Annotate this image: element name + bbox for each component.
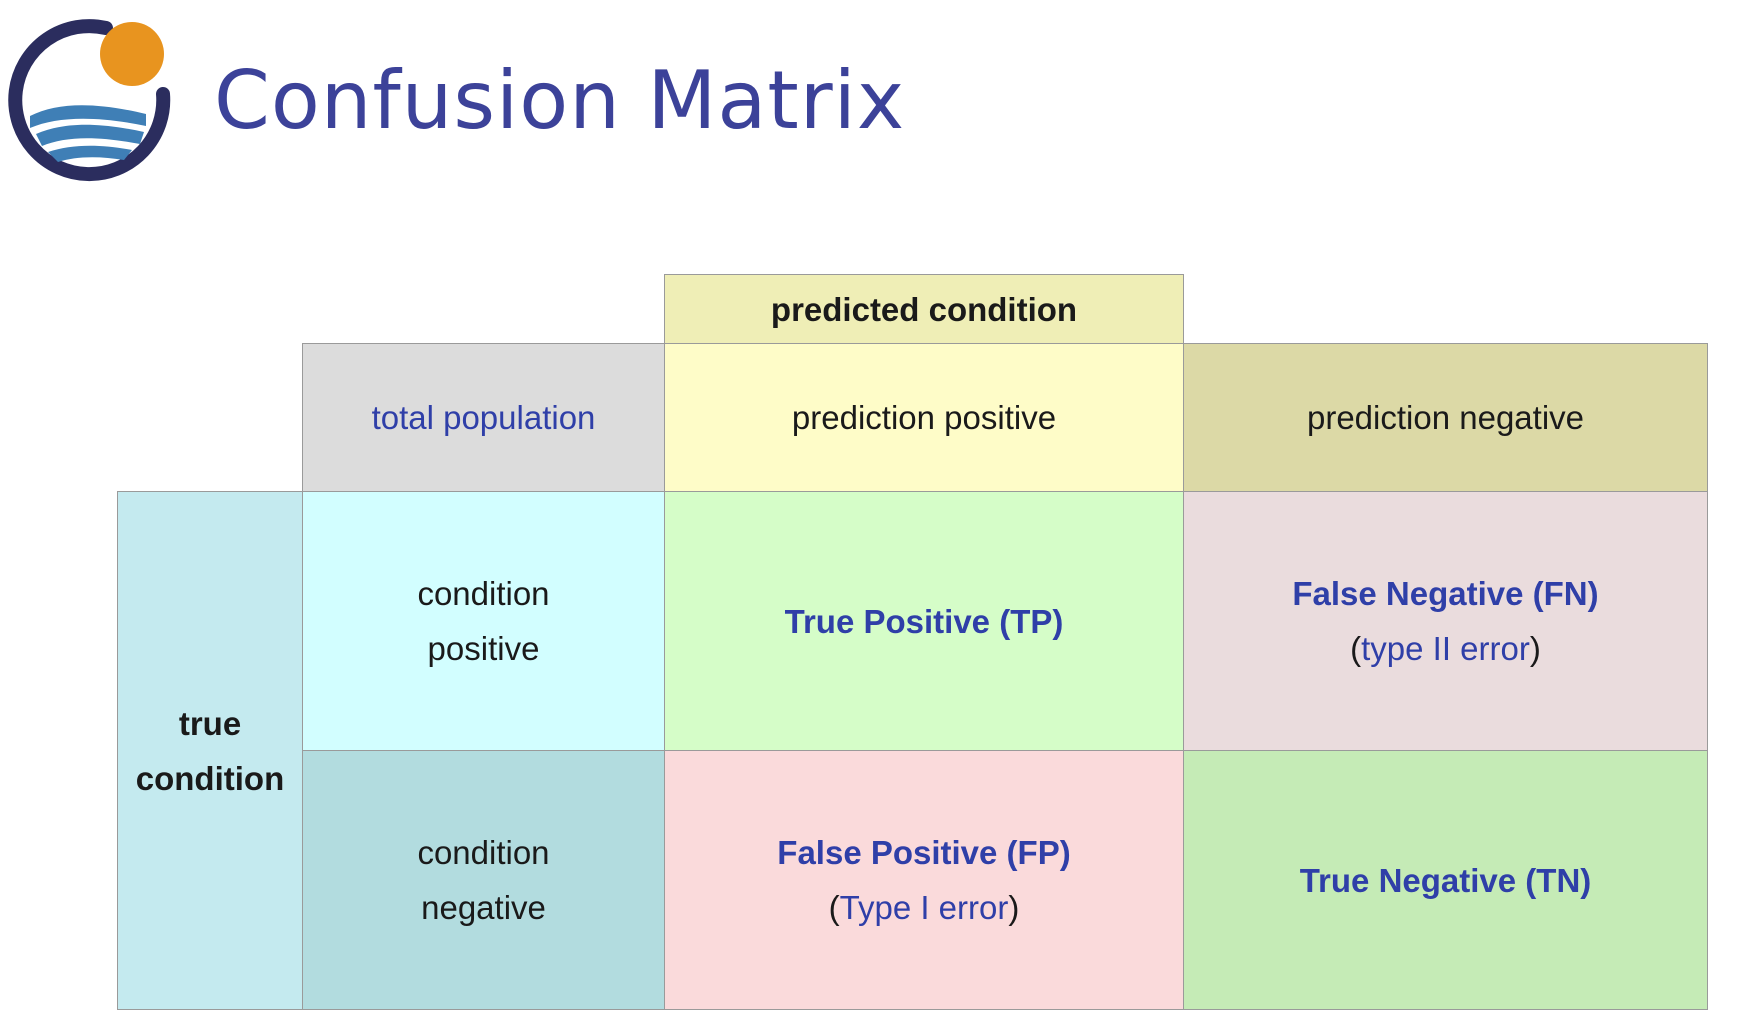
true-positive-cell: True Positive (TP) xyxy=(664,491,1184,751)
false-negative-cell: False Negative (FN) (type II error) xyxy=(1183,491,1708,751)
prediction-negative-header: prediction negative xyxy=(1183,343,1708,492)
condition-negative-header: condition negative xyxy=(302,750,665,1010)
total-population-cell: total population xyxy=(302,343,665,492)
true-condition-header: true condition xyxy=(117,491,303,1010)
predicted-condition-header: predicted condition xyxy=(664,274,1184,344)
prediction-positive-header: prediction positive xyxy=(664,343,1184,492)
true-negative-cell: True Negative (TN) xyxy=(1183,750,1708,1010)
condition-positive-header: condition positive xyxy=(302,491,665,751)
false-positive-cell: False Positive (FP) (Type I error) xyxy=(664,750,1184,1010)
page-title: Confusion Matrix xyxy=(214,54,906,147)
logo-icon xyxy=(8,19,171,182)
